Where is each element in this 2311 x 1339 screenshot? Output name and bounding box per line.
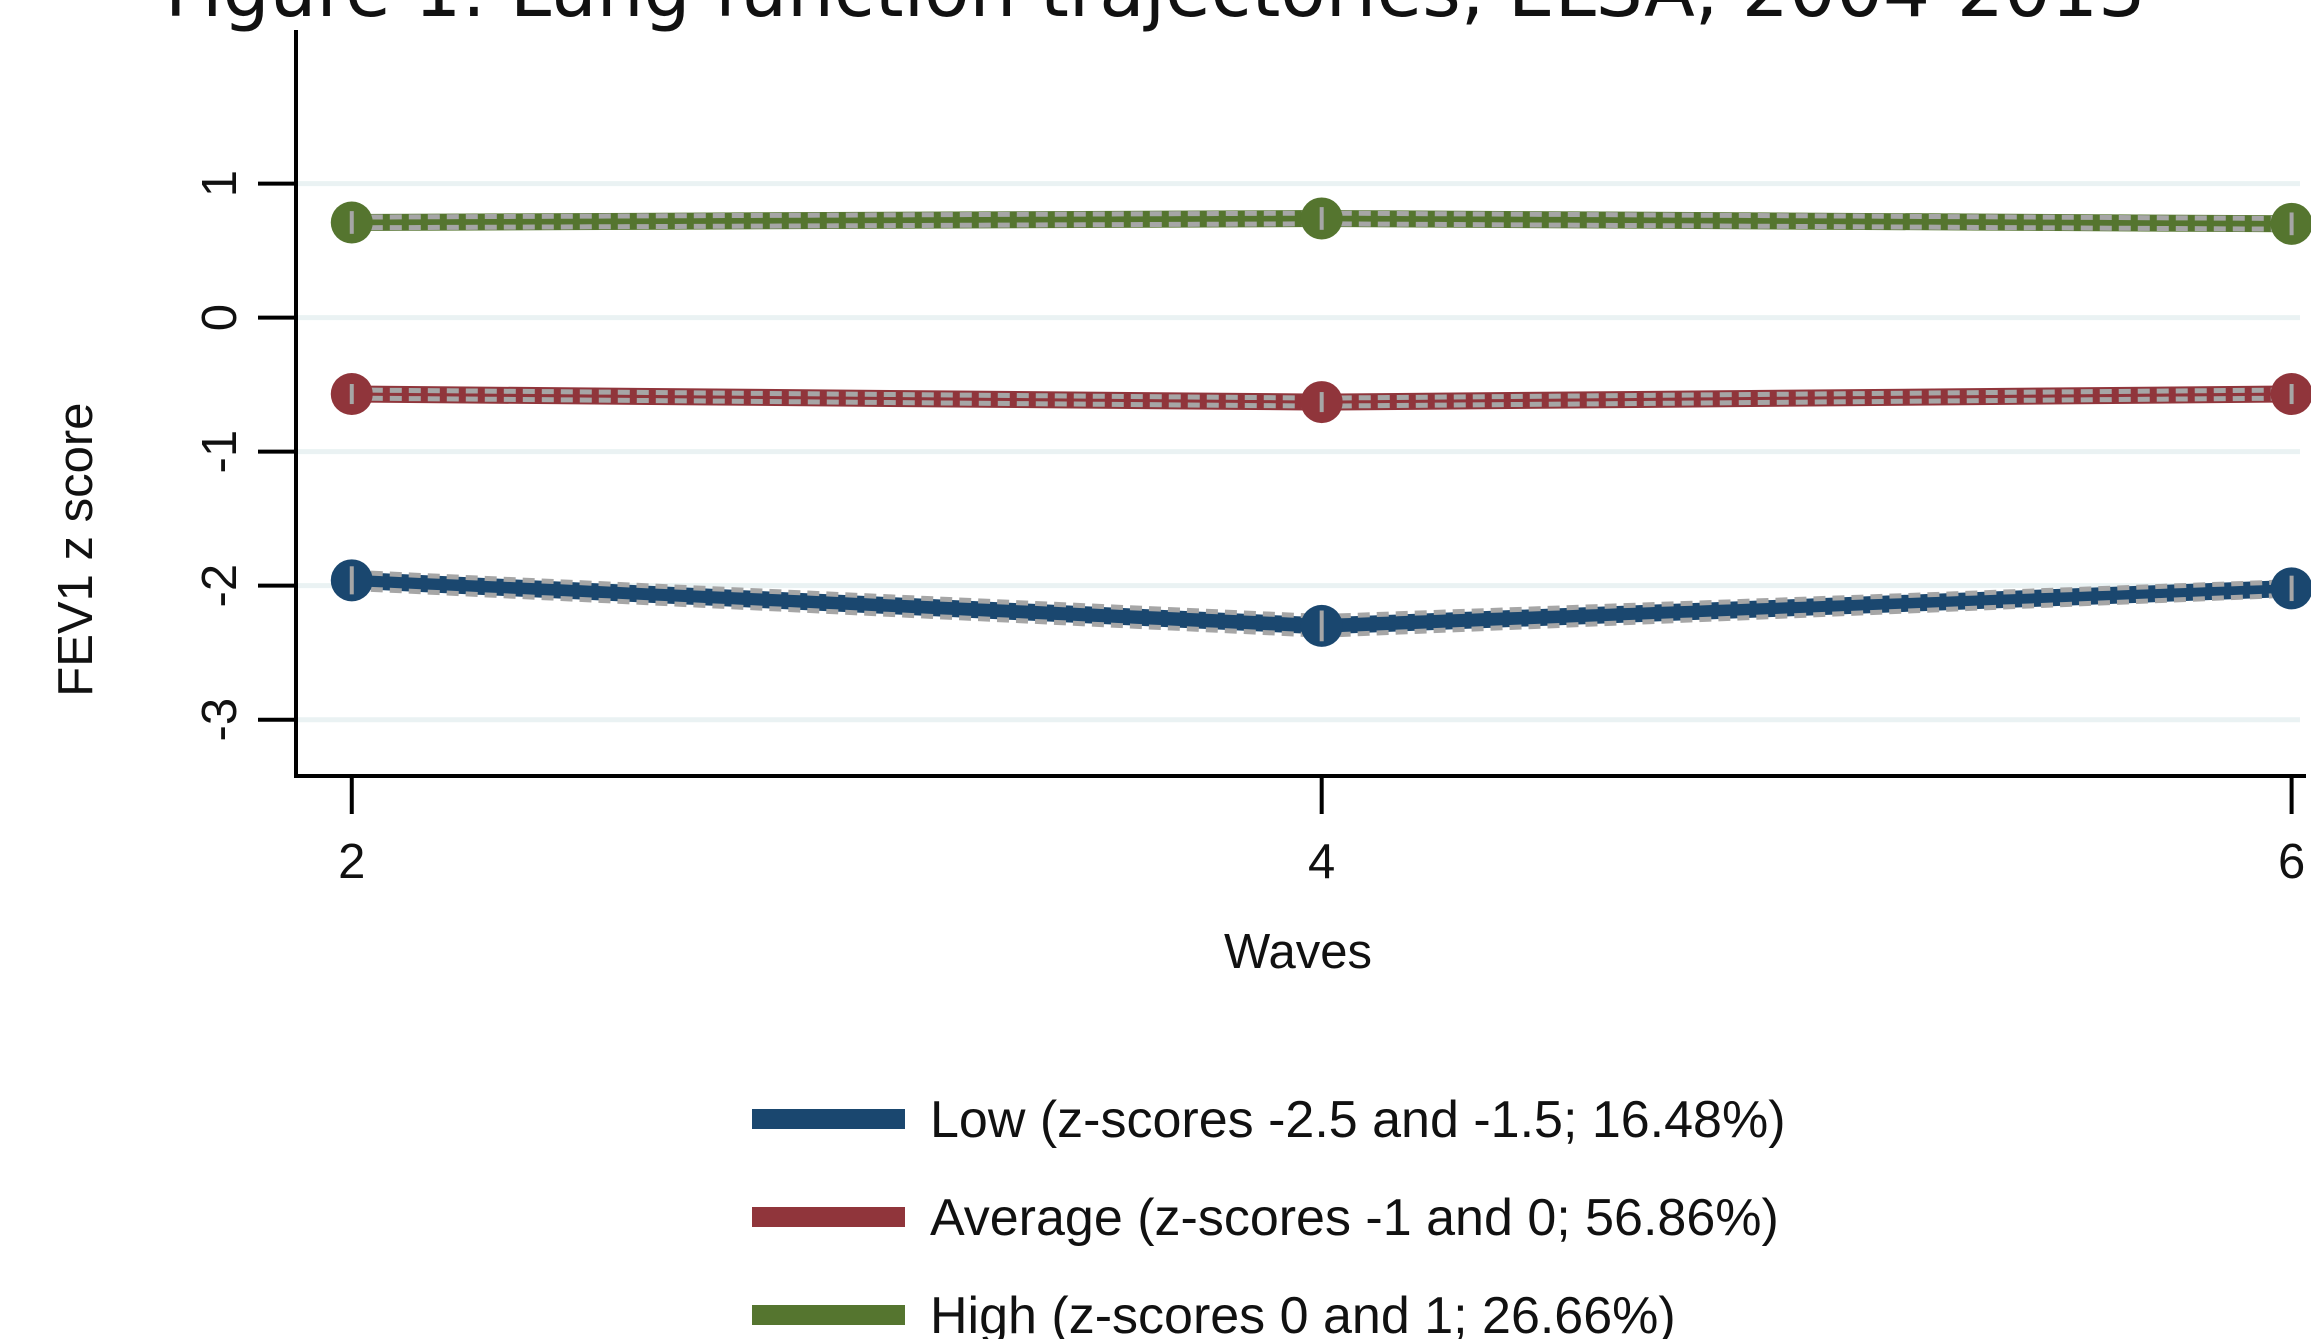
x-tick-label: 6	[2278, 835, 2305, 889]
legend-label-0: Low (z-scores -2.5 and -1.5; 16.48%)	[930, 1091, 1786, 1149]
legend-label-1: Average (z-scores -1 and 0; 56.86%)	[930, 1189, 1779, 1247]
y-tick-label: -1	[193, 430, 247, 474]
y-axis-title: FEV1 z score	[49, 403, 103, 697]
y-tick-label: 0	[193, 304, 247, 331]
x-axis-title: Waves	[1224, 925, 1372, 979]
y-tick-label: -3	[193, 698, 247, 742]
x-tick-label: 4	[1308, 835, 1335, 889]
x-tick-label: 2	[338, 835, 365, 889]
chart-title: Figure 1: Lung function trajectories, EL…	[165, 0, 2145, 34]
y-tick-label: -2	[193, 564, 247, 608]
legend-label-2: High (z-scores 0 and 1; 26.66%)	[930, 1287, 1676, 1339]
y-tick-label: 1	[193, 170, 247, 197]
